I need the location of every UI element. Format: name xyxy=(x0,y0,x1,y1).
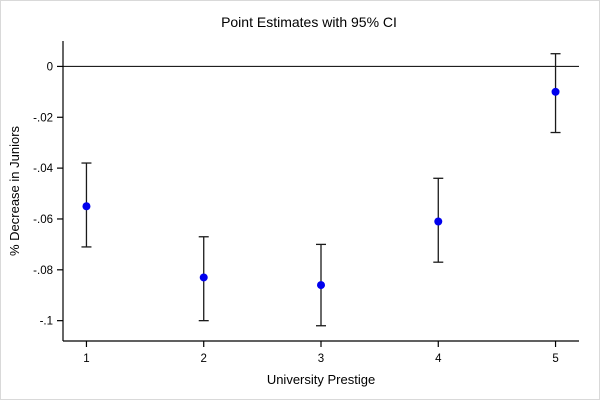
y-axis-label: % Decrease in Juniors xyxy=(7,125,22,256)
x-tick-label: 5 xyxy=(552,353,558,365)
y-tick-label: 0 xyxy=(47,61,53,73)
x-tick-label: 4 xyxy=(435,353,442,365)
point-marker xyxy=(317,281,325,290)
y-tick-label: -.1 xyxy=(40,316,53,328)
point-marker xyxy=(199,273,208,282)
point-marker xyxy=(434,217,443,226)
point-marker xyxy=(551,87,560,96)
x-tick-label: 1 xyxy=(83,353,89,365)
x-tick-label: 2 xyxy=(201,353,207,365)
x-axis-label: University Prestige xyxy=(267,372,375,387)
chart-title: Point Estimates with 95% CI xyxy=(221,14,397,30)
y-tick-label: -.08 xyxy=(33,265,53,277)
y-tick-label: -.06 xyxy=(33,214,53,226)
point-marker xyxy=(82,202,91,211)
y-tick-label: -.02 xyxy=(33,112,53,124)
x-tick-label: 3 xyxy=(318,353,324,365)
y-tick-label: -.04 xyxy=(33,163,53,175)
